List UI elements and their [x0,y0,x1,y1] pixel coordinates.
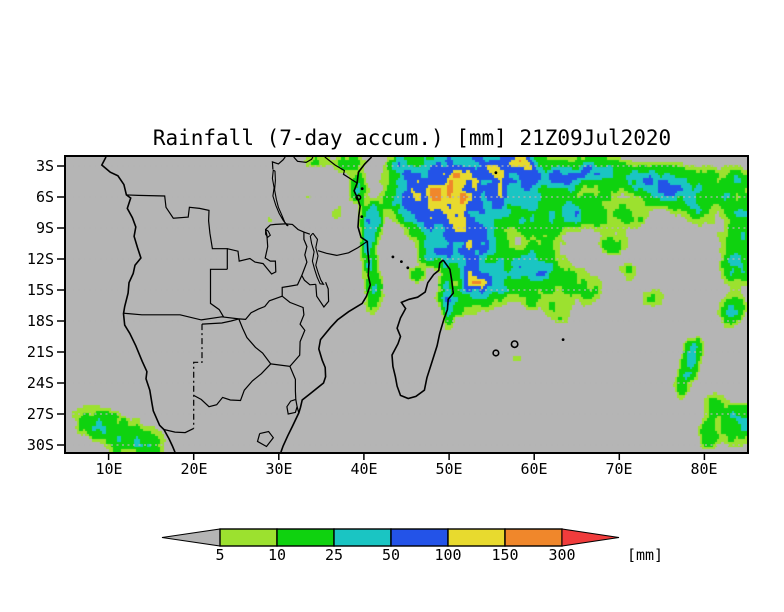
lat-tick-label: 9S [35,219,54,237]
country-border [317,240,368,257]
colorbar-above-max-arrow [561,528,620,547]
colorbar-below-min-arrow [161,528,221,547]
island-comoros-2 [400,260,403,263]
colorbar-tick-label: 5 [215,546,225,564]
country-border [270,295,306,368]
colorbar-segment [504,528,563,547]
coastline [391,259,455,400]
lake-outline [265,229,271,239]
colorbar-tick-label: 100 [434,546,462,564]
lat-tick-label: 6S [35,188,54,206]
island-pemba [360,187,364,191]
country-border [281,275,303,297]
lat-tick-label: 21S [26,343,54,361]
lon-tick-label: 60E [520,460,548,478]
island-mauritius [510,340,519,349]
colorbar-segment [219,528,278,547]
lat-tick-label: 18S [26,312,54,330]
country-border [256,430,275,448]
lat-gridlines [67,165,746,446]
colorbar-unit-label: [mm] [626,546,664,564]
island-seychelles [494,171,498,175]
lon-tick-label: 70E [605,460,633,478]
lat-tick-label: 3S [35,157,54,175]
lake-outline [309,232,325,286]
island-zanzibar [355,194,362,201]
lon-tick-label: 80E [690,460,718,478]
island-mayotte [406,266,410,270]
lon-tick-label: 40E [350,460,378,478]
colorbar-tick-label: 150 [491,546,519,564]
country-border [285,223,311,235]
country-border [286,366,298,415]
lon-tick-label: 50E [435,460,463,478]
colorbar-tick-label: 10 [267,546,287,564]
geography-lines [100,156,519,453]
lon-tick-label: 30E [265,460,293,478]
country-border [201,318,239,325]
lake-outline [271,169,289,227]
colorbar-tick-label: 50 [381,546,401,564]
island-dots [360,171,565,341]
country-border [193,363,272,408]
colorbar-segment [333,528,392,547]
colorbar-tick-label: 300 [548,546,576,564]
lat-tick-label: 24S [26,374,54,392]
colorbar [161,528,620,547]
country-border [126,194,228,270]
map-frame [64,155,749,454]
coastline [280,156,373,453]
country-border [324,156,358,184]
lat-tick-label: 30S [26,436,54,454]
country-border [209,268,228,318]
plot-title: Rainfall (7-day accum.) [mm] 21Z09Jul202… [152,126,672,150]
lat-tick-label: 15S [26,281,54,299]
country-border-dashed [193,324,203,429]
country-border [301,232,316,286]
island-mafia [360,215,364,219]
country-border [238,318,272,365]
country-border [296,406,300,414]
axis-ticks [57,165,706,460]
country-border [293,156,314,164]
lon-tick-label: 10E [95,460,123,478]
lat-tick-label: 27S [26,405,54,423]
coastline [100,156,176,453]
country-border [123,312,239,321]
colorbar-segment [276,528,335,547]
country-border [163,427,194,434]
country-border [238,295,283,321]
country-border [227,223,286,275]
colorbar-segment [390,528,449,547]
country-border [315,281,330,309]
rainfall-raster-canvas [66,157,747,452]
country-border [271,156,286,170]
island-rodrigues [561,338,565,341]
island-comoros-1 [391,255,395,259]
colorbar-segment [447,528,506,547]
island-reunion [492,349,500,357]
colorbar-tick-label: 25 [324,546,344,564]
lon-tick-label: 20E [180,460,208,478]
lat-tick-label: 12S [26,250,54,268]
